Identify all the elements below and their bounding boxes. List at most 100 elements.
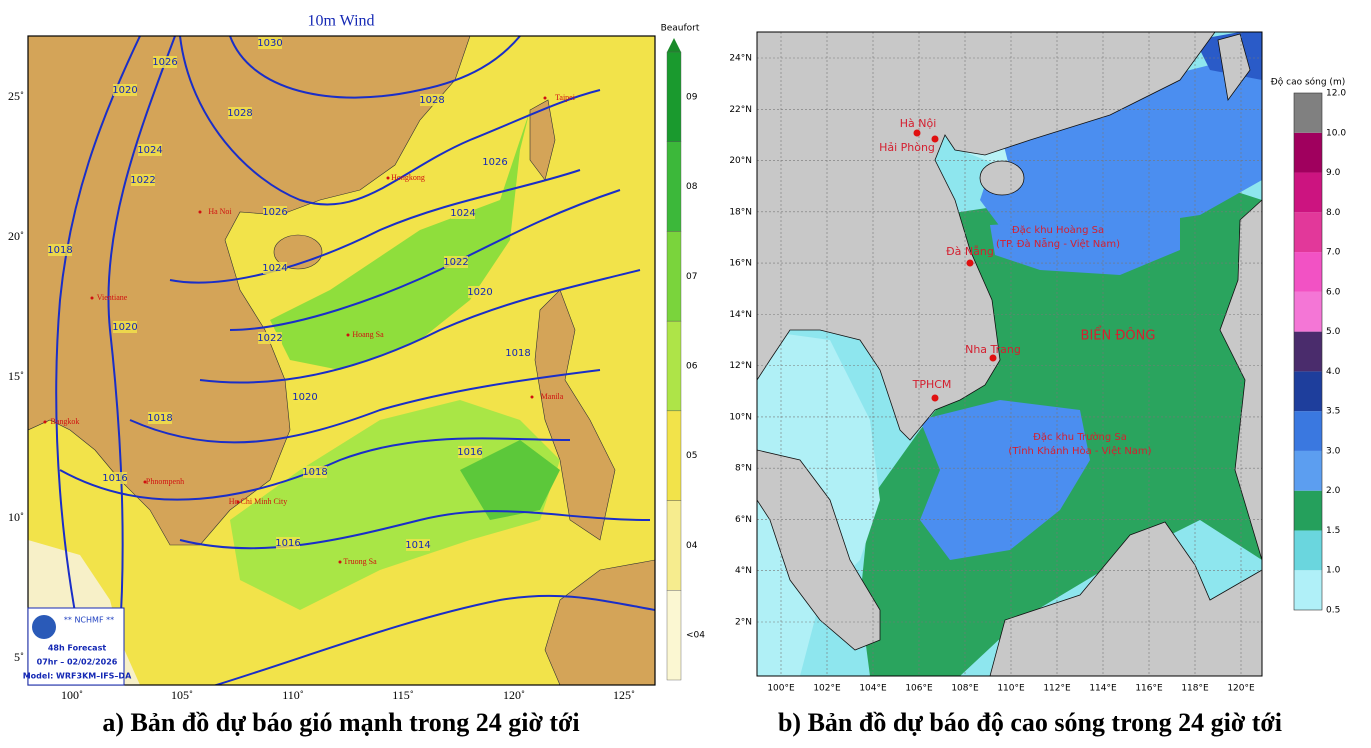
colorbar-arrow [667, 38, 681, 52]
colorbar-segment [666, 590, 682, 681]
place-label: (Tỉnh Khánh Hòa - Việt Nam) [1008, 445, 1151, 457]
lon-label: 112°E [1043, 684, 1071, 694]
colorbar-label: 05 [686, 451, 697, 461]
logo-org: ** NCHMF ** [64, 616, 114, 625]
colorbar-title: Độ cao sóng (m) [1271, 77, 1345, 88]
city-dot [966, 259, 974, 267]
isobar-label-bg [444, 256, 468, 268]
lat-label: 20°N [729, 156, 752, 166]
city-dot [43, 420, 47, 424]
isobar-label-bg [458, 446, 482, 458]
isobar-label-bg [483, 156, 507, 168]
city-dot [198, 210, 202, 214]
isobar-label-bg [263, 206, 287, 218]
colorbar-label: 0.5 [1326, 606, 1340, 616]
isobar-label: 1016 [102, 473, 127, 484]
isobar-label: 1016 [457, 447, 482, 458]
lon-label: 102°E [813, 684, 841, 694]
colorbar-segment [1294, 132, 1322, 173]
logo-icon [32, 615, 56, 639]
city-dot [931, 394, 939, 402]
isobar-label-bg [113, 321, 137, 333]
place-label: Manila [541, 392, 564, 401]
lon-label: 104°E [859, 684, 887, 694]
isobar-label: 1028 [227, 108, 252, 119]
place-label: Hongkong [391, 173, 425, 182]
city-dot [543, 96, 547, 100]
lon-label: 108°E [951, 684, 979, 694]
isobar-label: 1024 [262, 263, 287, 274]
colorbar-segment [1294, 570, 1322, 610]
wave-map [757, 32, 1262, 676]
isobar-label-bg [148, 412, 172, 424]
place-label: Đà Nẵng [946, 245, 994, 258]
colorbar-label: 1.0 [1326, 566, 1341, 576]
lon-label: 106°E [905, 684, 933, 694]
lat-label: 12°N [729, 361, 752, 371]
logo-time: 07hr – 02/02/2026 [37, 658, 118, 667]
colorbar-segment [1294, 93, 1322, 133]
lon-label: 120˚ [503, 688, 525, 702]
lon-label: 105˚ [171, 688, 193, 702]
colorbar-label: 09 [686, 92, 698, 102]
colorbar-segment [666, 231, 682, 322]
colorbar-label: 8.0 [1326, 208, 1341, 218]
caption: b) Bản đồ dự báo độ cao sóng trong 24 gi… [778, 708, 1282, 737]
isobar-label-bg [506, 347, 530, 359]
isobar-label: 1018 [147, 413, 172, 424]
isobar-label-bg [406, 539, 430, 551]
place-label: Nha Trang [965, 343, 1021, 356]
colorbar-label: 4.0 [1326, 367, 1341, 377]
logo-forecast: 48h Forecast [48, 644, 107, 653]
lat-label: 15˚ [8, 369, 24, 383]
colorbar-label: <04 [686, 631, 705, 641]
lat-label: 6°N [735, 515, 752, 525]
place-label: Hà Nội [900, 117, 937, 130]
isobar-label-bg [303, 466, 327, 478]
colorbar-label: 08 [686, 182, 698, 192]
place-label: Vientiane [97, 293, 128, 302]
colorbar-segment [666, 410, 682, 501]
isobar-label: 1024 [137, 145, 162, 156]
isobar-label: 1020 [112, 322, 137, 333]
colorbar-segment [1294, 371, 1322, 412]
isobar-label: 1022 [130, 175, 155, 186]
isobar-label: 1030 [257, 38, 282, 49]
city-dot [386, 176, 390, 180]
isobar-label: 1018 [47, 245, 72, 256]
colorbar-frame [1293, 92, 1323, 611]
place-label: Bangkok [51, 417, 80, 426]
city-dot [338, 560, 342, 564]
isobar-label: 1020 [292, 392, 317, 403]
isobar-label: 1014 [405, 540, 430, 551]
place-label: Phnompenh [146, 477, 184, 486]
caption: a) Bản đồ dự báo gió mạnh trong 24 giờ t… [102, 708, 579, 737]
lon-label: 114°E [1089, 684, 1117, 694]
lon-label: 118°E [1181, 684, 1209, 694]
lat-label: 8°N [735, 464, 752, 474]
city-dot [90, 296, 94, 300]
colorbar-segment [666, 141, 682, 232]
city-dot [931, 135, 939, 143]
map-frame [756, 31, 1263, 677]
isobar-label: 1028 [419, 95, 444, 106]
wind-map [28, 36, 655, 685]
isobar-label-bg [293, 391, 317, 403]
isobar-label-bg [468, 286, 492, 298]
colorbar-segment [1294, 331, 1322, 372]
isobar-label-bg [131, 174, 155, 186]
lon-label: 115˚ [392, 688, 414, 702]
lon-label: 110°E [997, 684, 1025, 694]
colorbar-label: 9.0 [1326, 168, 1341, 178]
place-label: Ho Chi Minh City [229, 497, 287, 506]
lat-label: 25˚ [8, 89, 24, 103]
map-title: 10m Wind [307, 13, 374, 30]
lon-label: 116°E [1135, 684, 1163, 694]
isobar-label-bg [48, 244, 72, 256]
colorbar-label: 07 [686, 272, 697, 282]
lon-label: 125˚ [613, 688, 635, 702]
lat-label: 22°N [729, 105, 752, 115]
colorbar-label: 12.0 [1326, 89, 1346, 99]
colorbar-title: Beaufort [661, 24, 700, 34]
lon-label: 110˚ [282, 688, 304, 702]
